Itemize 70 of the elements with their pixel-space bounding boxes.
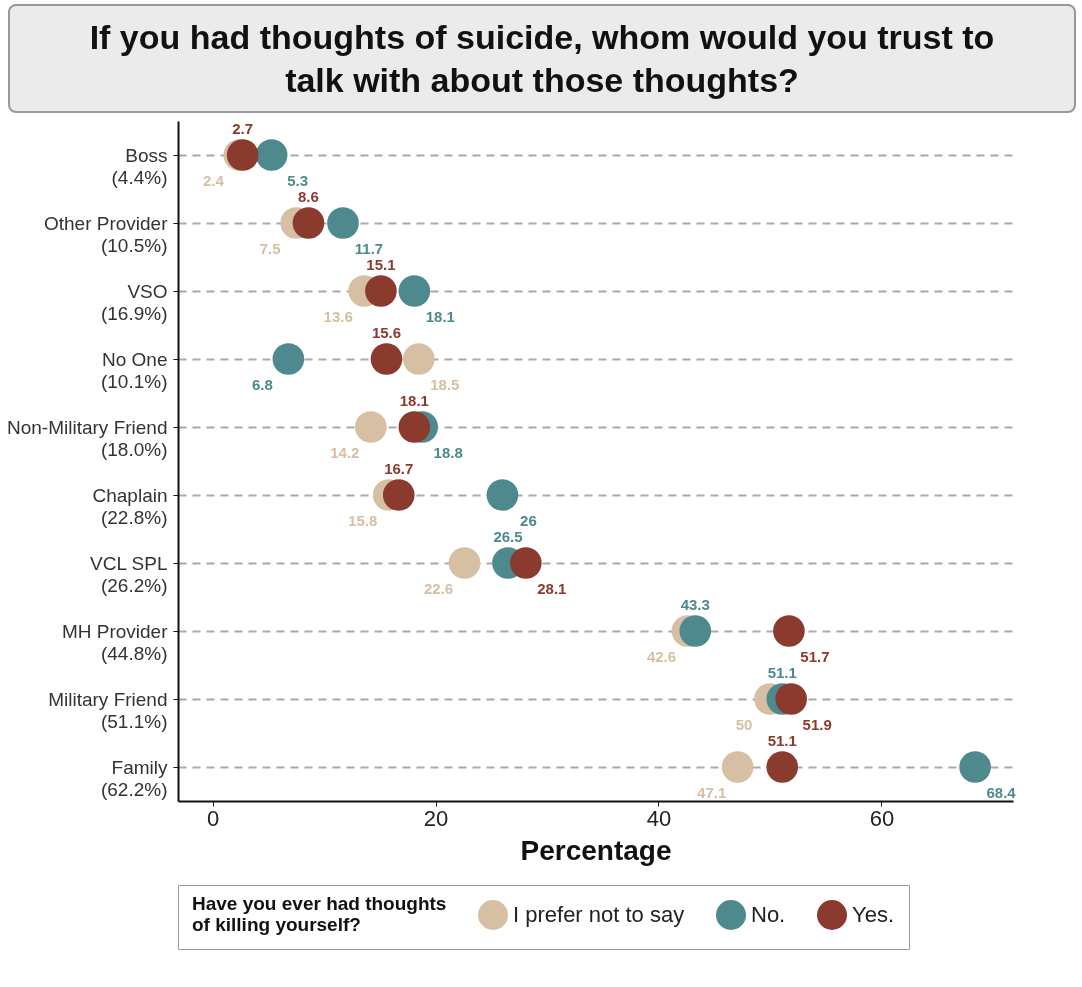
data-label: 18.5 xyxy=(430,376,460,393)
point xyxy=(448,547,481,579)
y-tick-label: VCL SPL (26.2%) xyxy=(90,552,168,596)
data-label: 43.3 xyxy=(680,596,710,613)
point xyxy=(486,479,519,511)
data-label: 51.1 xyxy=(767,732,797,749)
data-label: 16.7 xyxy=(384,460,414,477)
point xyxy=(370,343,403,375)
data-label: 7.5 xyxy=(259,240,281,257)
y-tick-label: Military Friend (51.1%) xyxy=(48,688,168,732)
x-tick-label: 20 xyxy=(423,805,449,831)
data-label: 15.8 xyxy=(348,512,378,529)
data-label: 18.1 xyxy=(425,308,455,325)
data-label: 2.4 xyxy=(202,172,225,189)
point xyxy=(766,751,799,783)
x-tick-label: 60 xyxy=(869,805,895,831)
data-label: 18.8 xyxy=(433,444,463,461)
data-label: 22.6 xyxy=(423,580,454,597)
point xyxy=(272,343,305,375)
point xyxy=(327,207,359,239)
data-label: 5.3 xyxy=(287,172,309,189)
point xyxy=(355,411,387,443)
point xyxy=(402,343,435,375)
data-label: 50 xyxy=(735,716,753,733)
data-label: 51.1 xyxy=(767,664,797,681)
data-label: 42.6 xyxy=(646,648,677,665)
point xyxy=(679,615,712,647)
point xyxy=(398,411,431,443)
data-label: 68.4 xyxy=(986,784,1017,801)
y-tick-label: Family (62.2%) xyxy=(100,756,168,800)
point xyxy=(382,479,415,511)
legend-label: I prefer not to say xyxy=(513,902,685,927)
data-label: 15.1 xyxy=(366,256,396,273)
point xyxy=(721,751,754,783)
x-tick-label: 40 xyxy=(646,805,672,831)
data-label: 14.2 xyxy=(330,444,360,461)
data-label: 13.6 xyxy=(323,308,353,325)
y-tick-label: No One (10.1%) xyxy=(100,348,168,392)
point xyxy=(255,139,288,171)
legend-label: No. xyxy=(751,902,786,927)
data-label: 47.1 xyxy=(697,784,727,801)
legend-title: Have you ever had thoughts of killing yourself? xyxy=(192,893,447,935)
point xyxy=(510,547,542,579)
x-axis-title: Percentage xyxy=(520,834,672,866)
data-label: 11.7 xyxy=(354,240,384,257)
y-tick-label: Other Provider (10.5%) xyxy=(43,212,169,256)
y-tick-label: VSO (16.9%) xyxy=(100,280,168,324)
data-label: 2.7 xyxy=(232,120,254,137)
point xyxy=(959,751,991,783)
data-label: 15.6 xyxy=(371,324,402,341)
point xyxy=(775,683,807,715)
chart-title: If you had thoughts of suicide, whom would you trust to talk with about those thoughts? xyxy=(8,4,1076,113)
legend-label: Yes. xyxy=(852,902,895,927)
point xyxy=(365,275,397,307)
x-tick-label: 0 xyxy=(206,805,220,831)
point xyxy=(398,275,431,307)
y-tick-label: Non-Military Friend (18.0%) xyxy=(7,416,168,460)
data-label: 51.9 xyxy=(802,716,832,733)
data-label: 26.5 xyxy=(493,528,523,545)
data-label: 8.6 xyxy=(298,188,319,205)
point xyxy=(773,615,805,647)
data-label: 51.7 xyxy=(800,648,830,665)
data-label: 18.1 xyxy=(399,392,429,409)
data-label: 28.1 xyxy=(537,580,567,597)
point xyxy=(292,207,325,239)
data-label: 26 xyxy=(520,512,537,529)
data-label: 6.8 xyxy=(251,376,273,393)
y-tick-label: MH Provider (44.8%) xyxy=(61,620,169,664)
y-tick-label: Boss (4.4%) xyxy=(111,144,168,188)
y-tick-label: Chaplain (22.8%) xyxy=(92,484,168,528)
